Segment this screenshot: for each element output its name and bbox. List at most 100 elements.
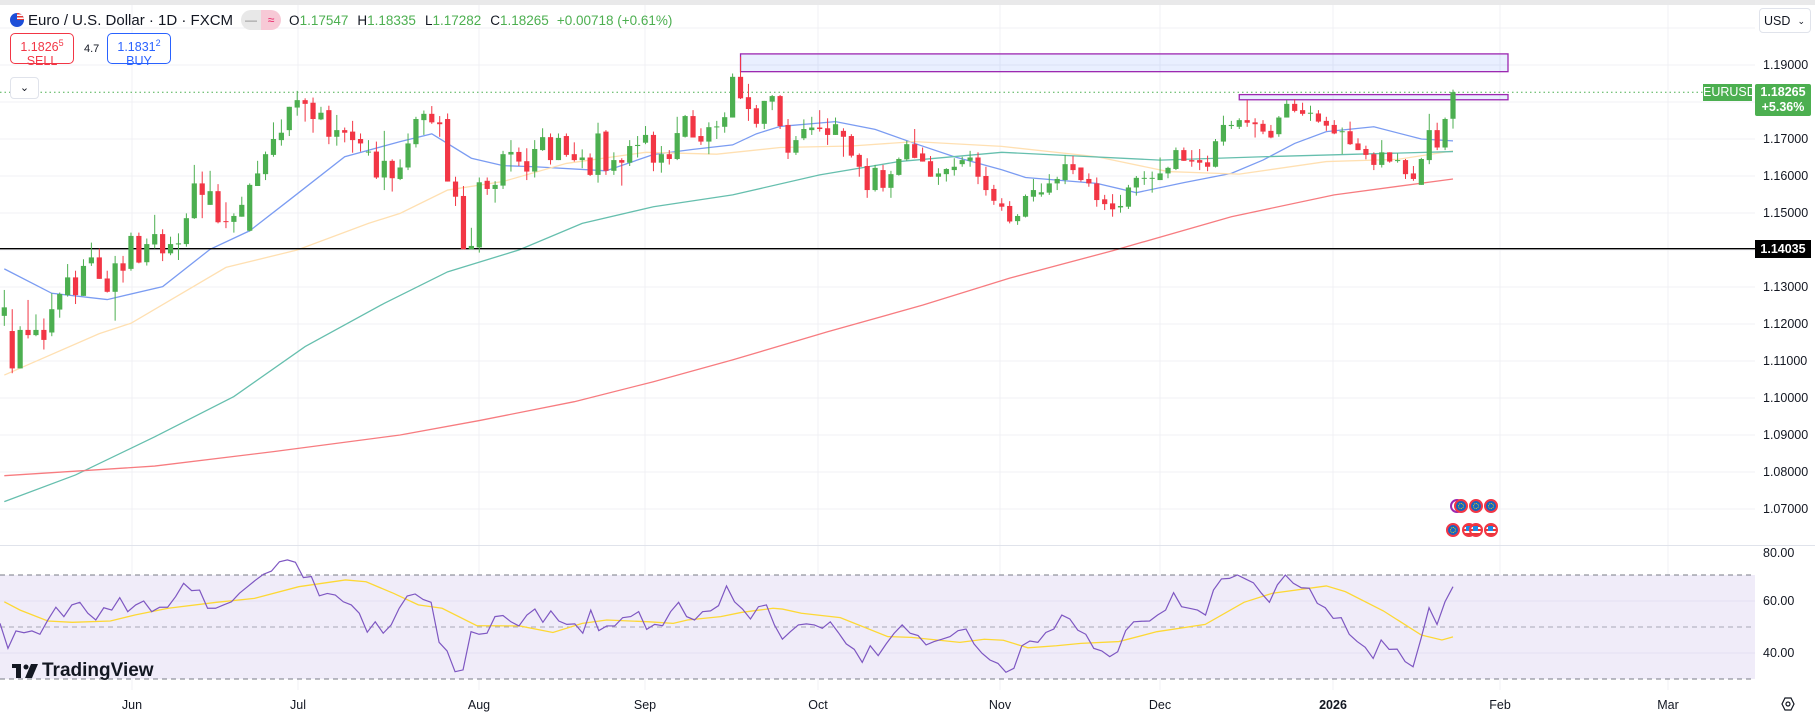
candle: [80, 259, 87, 296]
candle: [1276, 116, 1282, 137]
rsi-ma-line: [3, 579, 1454, 649]
candle: [239, 196, 245, 217]
candle: [555, 133, 562, 161]
eu-event-icon[interactable]: [1446, 523, 1460, 537]
zones[interactable]: [739, 53, 1509, 101]
candle: [231, 213, 237, 233]
candle-body: [516, 151, 522, 162]
candle: [532, 140, 538, 178]
candle-body: [381, 160, 387, 178]
candle-body: [460, 195, 467, 250]
candle: [1157, 157, 1163, 181]
candle-body: [397, 167, 403, 179]
currency-select[interactable]: USD ⌄: [1759, 8, 1811, 33]
settings-icon[interactable]: [1781, 697, 1795, 711]
candle: [1410, 166, 1417, 181]
eu-us-flag-icon: [10, 13, 24, 27]
time-axis-label: Feb: [1489, 698, 1511, 712]
candle-body: [547, 137, 554, 161]
candle: [714, 120, 720, 139]
candle: [1046, 174, 1052, 195]
candle-body: [342, 130, 348, 133]
candle: [1220, 115, 1227, 146]
candle: [1292, 99, 1298, 113]
buy-button[interactable]: 1.18312 BUY: [107, 33, 171, 68]
candle-body: [9, 331, 15, 369]
collapse-legend-button[interactable]: ⌄: [10, 77, 39, 99]
candle: [627, 140, 633, 167]
candle-body: [1062, 164, 1068, 181]
candle: [1062, 154, 1068, 185]
candle: [801, 119, 807, 141]
eu-event-icon[interactable]: [1454, 499, 1468, 513]
buy-pip: 2: [155, 38, 161, 48]
candle-body: [555, 137, 562, 161]
candle: [1228, 120, 1234, 130]
candle: [262, 151, 269, 181]
time-axis-label: Jun: [121, 698, 143, 712]
ohlc-high: H1.18335: [357, 13, 416, 28]
candle: [769, 94, 775, 111]
candle-body: [714, 126, 720, 128]
candle: [1347, 121, 1353, 145]
sell-button[interactable]: 1.18265 SELL: [10, 33, 74, 68]
candle: [904, 140, 910, 161]
price-axis-label: 1.16000: [1763, 169, 1809, 183]
currency-value: USD: [1764, 14, 1791, 28]
candle-body: [334, 130, 340, 137]
candle: [912, 129, 918, 159]
tradingview-watermark[interactable]: TradingView: [12, 660, 154, 682]
candle: [959, 156, 965, 167]
candle: [1442, 117, 1448, 151]
price-zone-rectangle[interactable]: [1238, 93, 1509, 101]
candle: [1149, 171, 1155, 193]
eu-event-icon[interactable]: [1469, 499, 1483, 513]
candle-body: [484, 180, 490, 189]
candle: [508, 140, 514, 172]
candle: [1307, 105, 1314, 121]
time-axis-label: Mar: [1657, 698, 1679, 712]
candle: [943, 168, 949, 182]
price-axis-label: 1.11000: [1763, 354, 1808, 368]
ohlc-open: O1.17547: [289, 13, 348, 28]
candle: [991, 184, 997, 205]
candle-body: [1220, 124, 1227, 142]
us-event-icon[interactable]: [1469, 523, 1483, 537]
candle: [1030, 178, 1037, 202]
candle-body: [761, 100, 767, 124]
candle-body: [421, 113, 427, 121]
candle: [1, 289, 7, 326]
buy-label: BUY: [126, 54, 152, 69]
candle: [690, 110, 696, 138]
candle-body: [690, 116, 696, 138]
price-zone-rectangle[interactable]: [739, 53, 1509, 73]
symbol-title[interactable]: Euro / U.S. Dollar · 1D · FXCM: [28, 11, 234, 29]
candle-body: [1402, 160, 1409, 175]
candle-body: [294, 100, 300, 108]
candle: [41, 318, 47, 350]
candle-body: [603, 131, 609, 171]
candle: [365, 140, 372, 156]
candle-body: [983, 176, 989, 191]
candle: [547, 133, 554, 165]
hline-price-label[interactable]: 1.14035: [1755, 240, 1811, 258]
candle-body: [247, 184, 253, 231]
market-status-pill[interactable]: — ≈: [241, 10, 282, 30]
candle: [1173, 147, 1179, 171]
us-event-icon[interactable]: [1484, 523, 1498, 537]
candle-body: [888, 174, 894, 188]
candle: [1323, 116, 1329, 131]
candle: [872, 164, 878, 192]
candle-body: [1307, 112, 1314, 114]
candle-body: [904, 144, 910, 160]
eu-event-icon[interactable]: [1484, 499, 1498, 513]
candle: [152, 214, 158, 249]
candle-body: [793, 140, 799, 153]
time-axis-label: Aug: [467, 698, 491, 712]
candle-body: [262, 154, 269, 175]
candle-body: [777, 96, 783, 127]
candle-body: [1331, 124, 1337, 134]
candle: [484, 177, 490, 195]
candle-body: [33, 329, 39, 336]
